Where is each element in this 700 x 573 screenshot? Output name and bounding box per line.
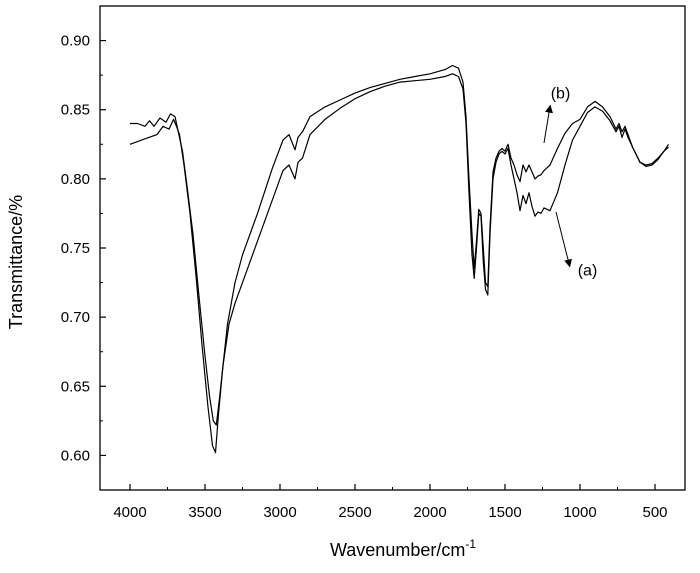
annotation-label-a: (a) (578, 263, 598, 280)
x-tick-label: 1500 (488, 504, 521, 521)
x-axis-title-superscript: -1 (465, 537, 476, 551)
x-axis-title-text: Wavenumber/cm (330, 540, 465, 560)
y-tick-label: 0.70 (61, 309, 90, 326)
y-tick-label: 0.65 (61, 378, 90, 395)
series-line-b (130, 64, 670, 426)
y-tick-label: 0.60 (61, 447, 90, 464)
x-tick-label: 4000 (113, 504, 146, 521)
x-tick-label: 1000 (563, 504, 596, 521)
y-axis: 0.60 0.65 0.70 0.75 0.80 0.85 0.90 (61, 5, 106, 491)
x-axis: 4000 3500 3000 2500 2000 1500 1000 500 (113, 484, 668, 521)
y-tick-label: 0.90 (61, 33, 90, 50)
y-tick-label: 0.75 (61, 240, 90, 257)
plot-frame (99, 5, 686, 491)
x-tick-label: 3000 (263, 504, 296, 521)
x-tick-label: 500 (642, 504, 667, 521)
annotation-layer: (b) (a) (543, 86, 598, 280)
series-layer (129, 64, 670, 454)
x-tick-label: 3500 (188, 504, 221, 521)
y-tick-label: 0.80 (61, 171, 90, 188)
y-tick-label: 0.85 (61, 102, 90, 119)
annotation-arrow-b (543, 104, 553, 143)
x-tick-label: 2500 (338, 504, 371, 521)
plot-border (99, 5, 686, 491)
annotation-arrow-a (555, 211, 572, 268)
x-tick-label: 2000 (413, 504, 446, 521)
x-axis-title: Wavenumber/cm-1 (330, 537, 476, 560)
y-axis-title: Transmittance/% (6, 195, 26, 329)
annotation-label-b: (b) (551, 86, 571, 103)
